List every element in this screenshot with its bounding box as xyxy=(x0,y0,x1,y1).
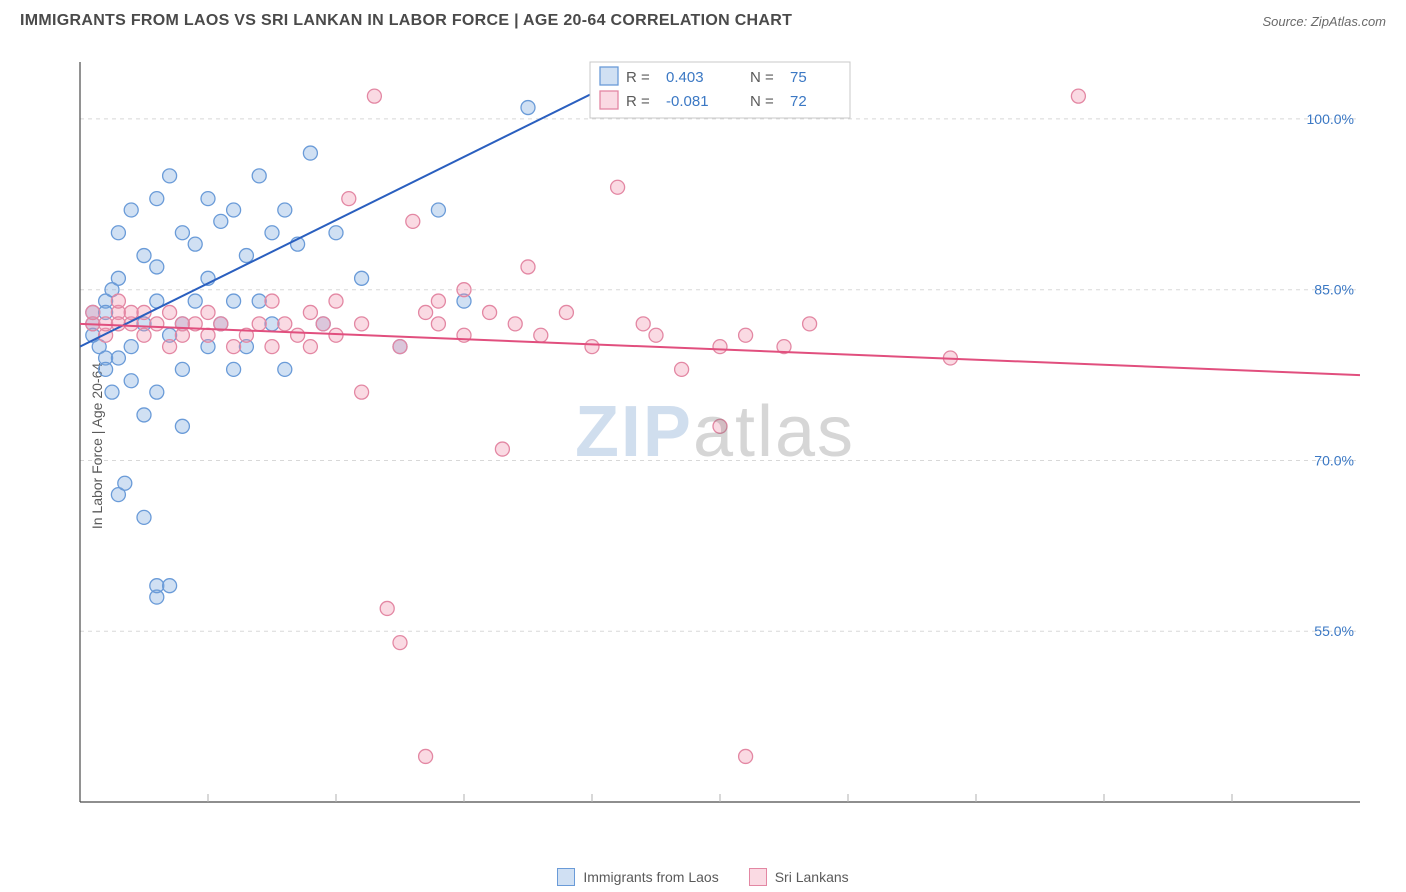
svg-text:72: 72 xyxy=(790,93,807,110)
svg-text:N =: N = xyxy=(750,69,774,86)
legend-swatch-laos xyxy=(557,868,575,886)
svg-text:70.0%: 70.0% xyxy=(1314,452,1354,468)
svg-text:0.403: 0.403 xyxy=(666,69,704,86)
legend-label-srilankans: Sri Lankans xyxy=(775,869,849,885)
svg-text:-0.081: -0.081 xyxy=(666,93,709,110)
svg-text:R =: R = xyxy=(626,69,650,86)
svg-text:75: 75 xyxy=(790,69,807,86)
chart-title: IMMIGRANTS FROM LAOS VS SRI LANKAN IN LA… xyxy=(20,12,792,30)
svg-text:100.0%: 100.0% xyxy=(1307,111,1354,127)
svg-text:0.0%: 0.0% xyxy=(80,811,112,812)
scatter-chart-svg: 55.0% 70.0% 85.0% 100.0% 0.0% 100.0% R = 0.403 N… xyxy=(50,52,1380,812)
bottom-legend: Immigrants from Laos Sri Lankans xyxy=(0,868,1406,886)
chart-source: Source: ZipAtlas.com xyxy=(1262,14,1386,29)
legend-item-srilankans: Sri Lankans xyxy=(749,868,849,886)
legend-swatch-srilankans xyxy=(749,868,767,886)
legend-item-laos: Immigrants from Laos xyxy=(557,868,718,886)
chart-area: 55.0% 70.0% 85.0% 100.0% 0.0% 100.0% R = 0.403 N… xyxy=(50,52,1380,812)
svg-text:N =: N = xyxy=(750,93,774,110)
svg-text:85.0%: 85.0% xyxy=(1314,282,1354,298)
svg-text:R =: R = xyxy=(626,93,650,110)
svg-text:55.0%: 55.0% xyxy=(1314,623,1354,639)
legend-label-laos: Immigrants from Laos xyxy=(583,869,718,885)
svg-text:100.0%: 100.0% xyxy=(1313,811,1360,812)
